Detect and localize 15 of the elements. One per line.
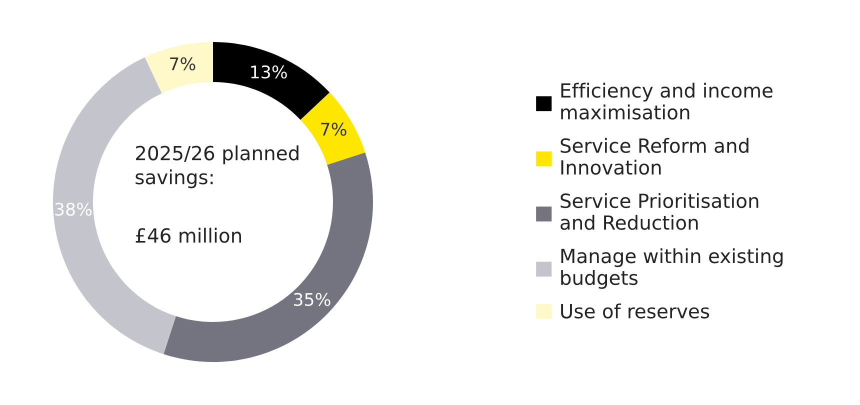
donut-slice xyxy=(213,42,330,120)
legend-label: Use of reserves xyxy=(561,303,710,318)
legend-label: Service Reform and Innovation xyxy=(560,138,748,175)
data-label: 7% xyxy=(321,122,346,136)
donut-slice xyxy=(144,42,213,94)
data-label: 7% xyxy=(170,57,196,70)
legend-label: Manage within existing budgets xyxy=(561,248,783,289)
donut-slice xyxy=(300,92,366,165)
legend-label: Efficiency and income maximisation xyxy=(561,82,772,120)
legend-label: Service Prioritisation and Reduction xyxy=(560,193,758,230)
data-label: 13% xyxy=(251,65,287,79)
text: 2025/26 planned savings: xyxy=(136,145,298,188)
data-label: 38% xyxy=(55,202,92,216)
text: £46 million xyxy=(136,228,242,243)
data-label: 35% xyxy=(294,292,330,306)
